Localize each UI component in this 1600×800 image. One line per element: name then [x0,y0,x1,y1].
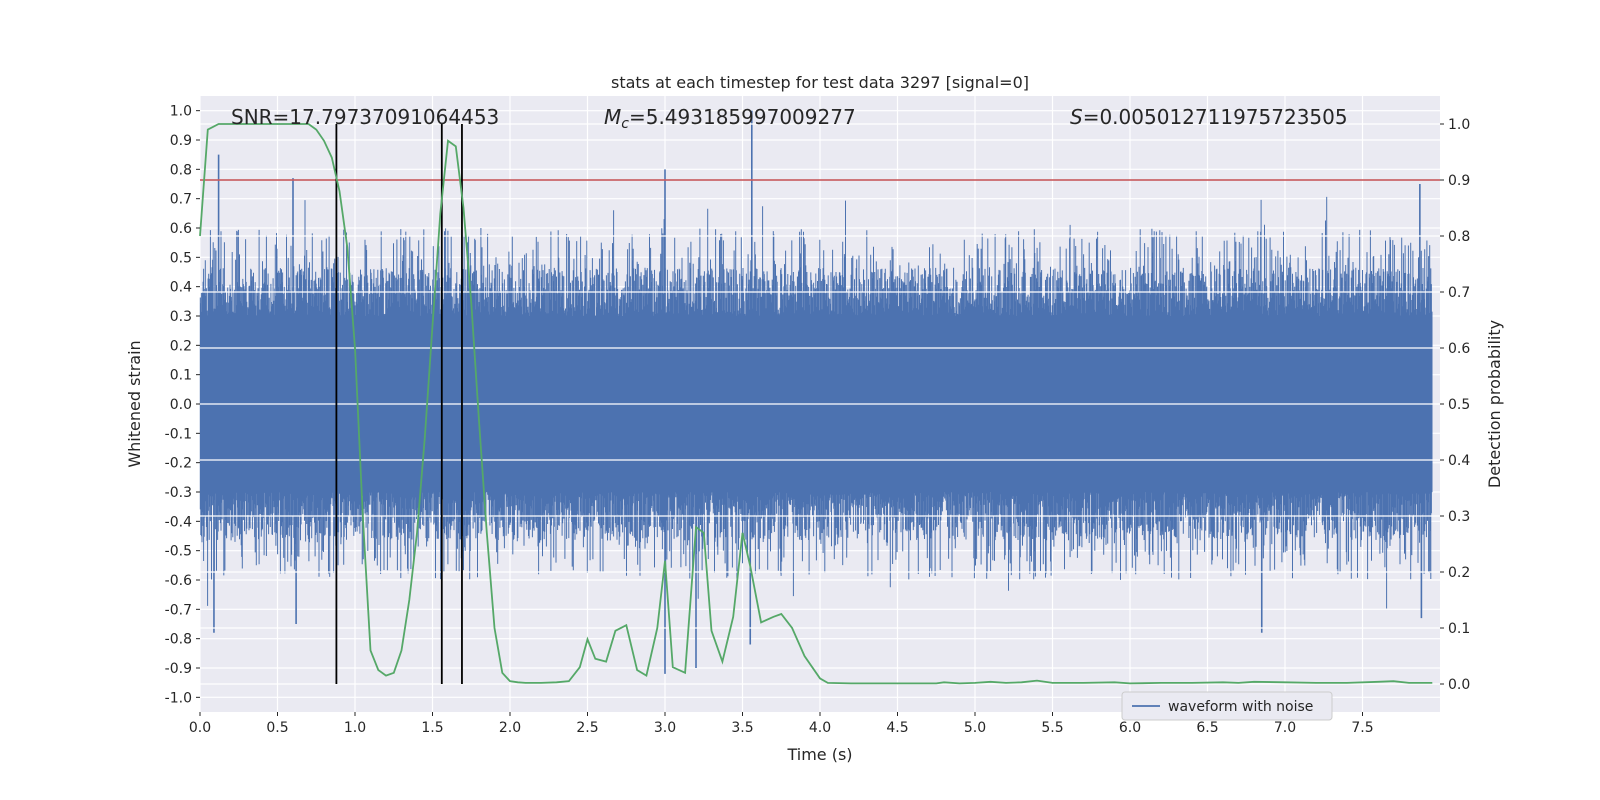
y-right-axis-ticks: 0.0 0.1 0.2 0.3 0.4 0.5 0.6 0.7 0.8 0.9 1.0 [1440,117,1470,693]
y-right-axis-label: Detection probability [1485,320,1504,488]
s-annotation: S=0.005012711975723505 [1070,105,1348,129]
y-left-tick-label: 0.7 [170,192,192,208]
y-left-tick-label: -0.9 [165,661,192,677]
y-left-tick-label: 0.8 [170,162,192,178]
mc-subscript: c [621,116,629,132]
y-right-tick-label: 0.5 [1448,397,1470,413]
x-tick-label: 4.0 [809,720,831,736]
detection-markers [335,124,463,684]
y-right-tick-label: 0.3 [1448,509,1470,525]
x-tick-label: 6.0 [1119,720,1141,736]
y-left-tick-label: 0.5 [170,250,192,266]
x-tick-label: 2.0 [499,720,521,736]
y-left-axis-ticks: -1.0 -0.9 -0.8 -0.7 -0.6 -0.5 -0.4 -0.3 -0.2 -0.1… [165,104,200,706]
y-left-tick-label: -0.4 [165,514,192,530]
y-left-tick-label: 0.3 [170,309,192,325]
chart-title: stats at each timestep for test data 329… [611,73,1029,92]
x-tick-label: 1.5 [421,720,443,736]
mc-annotation: Mc=5.493185997009277 [604,105,856,132]
mc-value: =5.493185997009277 [629,105,856,129]
legend-box [1121,691,1333,721]
y-left-tick-label: 0.2 [170,338,192,354]
legend: waveform with noise [1121,691,1333,721]
y-left-tick-label: -1.0 [165,690,192,706]
y-left-tick-label: 0.6 [170,221,192,237]
waveform-overlay-grid [200,123,1440,685]
s-symbol: S [1070,105,1083,129]
y-right-tick-label: 0.8 [1448,229,1470,245]
x-tick-label: 5.0 [964,720,986,736]
x-tick-label: 0.0 [189,720,211,736]
x-tick-label: 7.5 [1351,720,1373,736]
y-left-tick-label: -0.6 [165,573,192,589]
y-left-tick-label: 0.0 [170,397,192,413]
y-right-tick-label: 0.2 [1448,565,1470,581]
legend-entry-waveform: waveform with noise [1168,699,1313,715]
y-left-tick-label: 0.1 [170,368,192,384]
y-left-tick-label: -0.2 [165,456,192,472]
x-axis-ticks: 0.0 0.5 1.0 1.5 2.0 2.5 3.0 3.5 4.0 4.5 5.0 5.5 6.0 6… [189,712,1374,736]
x-tick-label: 0.5 [266,720,288,736]
x-tick-label: 2.5 [576,720,598,736]
x-tick-label: 5.5 [1041,720,1063,736]
y-left-tick-label: 0.4 [170,280,192,296]
y-left-tick-label: 0.9 [170,133,192,149]
s-value: =0.005012711975723505 [1083,105,1348,129]
x-tick-label: 1.0 [344,720,366,736]
y-left-axis-label: Whitened strain [125,340,144,467]
x-tick-label: 6.5 [1196,720,1218,736]
probability-series [199,123,1433,685]
x-axis-label: Time (s) [786,745,852,764]
x-tick-label: 3.5 [731,720,753,736]
y-right-tick-label: 0.4 [1448,453,1470,469]
y-right-tick-label: 0.9 [1448,173,1470,189]
x-tick-label: 4.5 [886,720,908,736]
y-left-tick-label: -0.5 [165,544,192,560]
mc-symbol: M [604,105,621,129]
y-right-tick-label: 0.6 [1448,341,1470,357]
y-right-tick-label: 0.0 [1448,677,1470,693]
y-left-tick-label: 1.0 [170,104,192,120]
y-left-tick-label: -0.3 [165,485,192,501]
y-left-tick-label: -0.7 [165,602,192,618]
snr-annotation: SNR=17.79737091064453 [231,105,499,129]
y-right-tick-label: 0.1 [1448,621,1470,637]
y-left-tick-label: -0.1 [165,426,192,442]
y-right-tick-label: 1.0 [1448,117,1470,133]
y-right-tick-label: 0.7 [1448,285,1470,301]
x-tick-label: 3.0 [654,720,676,736]
y-left-tick-label: -0.8 [165,632,192,648]
x-tick-label: 7.0 [1274,720,1296,736]
